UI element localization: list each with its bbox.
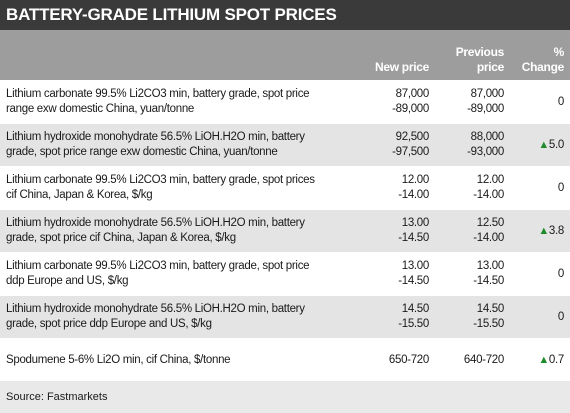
new-price-cell: 87,000 -89,000	[355, 81, 435, 124]
previous-price-cell: 12.00 -14.00	[435, 167, 510, 210]
header-cell: % Change	[510, 30, 570, 81]
table-body: Lithium carbonate 99.5% Li2CO3 min, batt…	[0, 80, 570, 382]
cell-line: Spodumene 5-6% Li2O min, cif China, $/to…	[6, 353, 231, 366]
change-cell: ▲0.7	[510, 339, 570, 382]
cell-line: -15.50	[398, 318, 429, 330]
row: Lithium carbonate 99.5% Li2CO3 min, batt…	[0, 80, 570, 124]
cell-line: -14.00	[473, 189, 504, 201]
change-cell: ▲5.0	[510, 123, 570, 167]
cell-line: -14.50	[473, 275, 504, 287]
previous-price-cell: 640-720	[435, 339, 510, 382]
up-arrow-icon: ▲	[538, 138, 549, 151]
change-value: 0	[557, 310, 564, 323]
change-cell: 0	[510, 295, 570, 339]
cell-line: 640-720	[463, 353, 504, 366]
description-cell: Lithium hydroxide monohydrate 56.5% LiOH…	[0, 295, 355, 339]
header-text: Change	[521, 60, 565, 74]
change-value: 0	[557, 267, 564, 280]
cell-line: 87,000	[395, 88, 430, 100]
cell-line: grade, spot price range exw domestic Chi…	[6, 146, 278, 158]
previous-price-cell: 88,000 -93,000	[435, 123, 510, 167]
cell-line: 14.50	[401, 303, 430, 315]
header-cell: Previous price	[435, 30, 510, 81]
previous-price-cell: 87,000 -89,000	[435, 81, 510, 124]
cell-line: 13.00	[476, 260, 505, 272]
change-value: 0	[557, 181, 564, 194]
description-cell: Lithium carbonate 99.5% Li2CO3 min, batt…	[0, 81, 355, 124]
change-value: 0.7	[548, 353, 564, 366]
header-cell: New price	[355, 30, 435, 81]
description-cell: Lithium carbonate 99.5% Li2CO3 min, batt…	[0, 253, 355, 296]
new-price-cell: 650-720	[355, 339, 435, 382]
cell-line: -89,000	[392, 103, 429, 115]
cell-line: -97,500	[392, 146, 429, 158]
new-price-cell: 12.00 -14.00	[355, 167, 435, 210]
description-cell: Spodumene 5-6% Li2O min, cif China, $/to…	[0, 339, 355, 382]
row: Lithium carbonate 99.5% Li2CO3 min, batt…	[0, 166, 570, 210]
description-cell: Lithium carbonate 99.5% Li2CO3 min, batt…	[0, 167, 355, 210]
cell-line: Lithium carbonate 99.5% Li2CO3 min, batt…	[6, 174, 315, 186]
header-cell	[0, 30, 355, 81]
cell-line: 12.00	[476, 174, 505, 186]
cell-line: -14.00	[398, 189, 429, 201]
cell-line: grade, spot price ddp Europe and US, $/k…	[6, 318, 212, 330]
cell-line: cif China, Japan & Korea, $/kg	[6, 189, 153, 201]
header-text: New price	[375, 60, 429, 74]
new-price-cell: 92,500 -97,500	[355, 123, 435, 167]
change-value: 3.8	[548, 224, 564, 237]
cell-line: range exw domestic China, yuan/tonne	[6, 103, 195, 115]
table-title: BATTERY-GRADE LITHIUM SPOT PRICES	[0, 0, 570, 30]
cell-line: 14.50	[476, 303, 505, 315]
cell-line: 88,000	[470, 131, 505, 143]
previous-price-cell: 14.50 -15.50	[435, 295, 510, 339]
cell-line: -14.00	[473, 232, 504, 244]
header-text: %	[553, 45, 565, 59]
cell-line: -15.50	[473, 318, 504, 330]
cell-line: 12.00	[401, 174, 430, 186]
cell-line: -14.50	[398, 232, 429, 244]
row: Lithium hydroxide monohydrate 56.5% LiOH…	[0, 209, 570, 253]
header-text: price	[476, 60, 504, 74]
cell-line: 13.00	[401, 217, 430, 229]
table-header: New price Previous price % Change	[0, 30, 570, 81]
description-cell: Lithium hydroxide monohydrate 56.5% LiOH…	[0, 123, 355, 167]
up-arrow-icon: ▲	[538, 353, 549, 366]
change-cell: 0	[510, 81, 570, 124]
source-note: Source: Fastmarkets	[0, 381, 570, 413]
up-arrow-icon: ▲	[538, 224, 549, 237]
cell-line: 12.50	[476, 217, 505, 229]
cell-line: 92,500	[395, 131, 430, 143]
cell-line: Lithium hydroxide monohydrate 56.5% LiOH…	[6, 131, 305, 143]
cell-line: Lithium hydroxide monohydrate 56.5% LiOH…	[6, 303, 305, 315]
cell-line: -14.50	[398, 275, 429, 287]
change-cell: 0	[510, 167, 570, 210]
change-value: 0	[557, 95, 564, 108]
change-value: 5.0	[548, 138, 564, 151]
row: Lithium hydroxide monohydrate 56.5% LiOH…	[0, 123, 570, 167]
cell-line: 13.00	[401, 260, 430, 272]
new-price-cell: 14.50 -15.50	[355, 295, 435, 339]
cell-line: 87,000	[470, 88, 505, 100]
previous-price-cell: 13.00 -14.50	[435, 253, 510, 296]
description-cell: Lithium hydroxide monohydrate 56.5% LiOH…	[0, 209, 355, 253]
header-text: Previous	[455, 45, 505, 59]
cell-line: -89,000	[467, 103, 504, 115]
cell-line: Lithium hydroxide monohydrate 56.5% LiOH…	[6, 217, 305, 229]
cell-line: Lithium carbonate 99.5% Li2CO3 min, batt…	[6, 260, 310, 272]
previous-price-cell: 12.50 -14.00	[435, 209, 510, 253]
price-table: New price Previous price % Change Lithium …	[0, 30, 570, 381]
row: Lithium carbonate 99.5% Li2CO3 min, batt…	[0, 252, 570, 296]
cell-line: ddp Europe and US, $/kg	[6, 275, 129, 287]
row: Spodumene 5-6% Li2O min, cif China, $/to…	[0, 338, 570, 382]
cell-line: -93,000	[467, 146, 504, 158]
new-price-cell: 13.00 -14.50	[355, 209, 435, 253]
change-cell: ▲3.8	[510, 209, 570, 253]
row: Lithium hydroxide monohydrate 56.5% LiOH…	[0, 295, 570, 339]
new-price-cell: 13.00 -14.50	[355, 253, 435, 296]
change-cell: 0	[510, 253, 570, 296]
cell-line: Lithium carbonate 99.5% Li2CO3 min, batt…	[6, 88, 310, 100]
cell-line: 650-720	[388, 353, 429, 366]
cell-line: grade, spot price cif China, Japan & Kor…	[6, 232, 236, 244]
